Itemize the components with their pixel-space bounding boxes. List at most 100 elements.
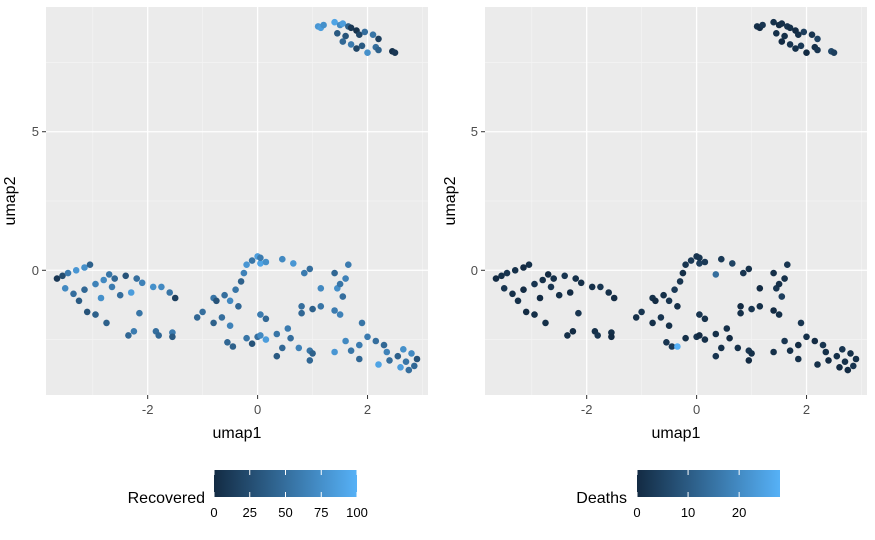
data-point (696, 254, 703, 262)
data-point (397, 364, 404, 371)
data-point (199, 308, 206, 316)
data-point (309, 305, 316, 313)
data-point (800, 28, 808, 36)
data-point (786, 41, 794, 48)
x-axis-title: umap1 (652, 425, 701, 442)
data-point (122, 272, 129, 280)
data-point (262, 258, 270, 266)
data-point (257, 254, 264, 262)
data-point (839, 346, 846, 353)
data-point (408, 350, 415, 357)
legend-ticks: 0 10 20 (633, 470, 746, 520)
data-point (136, 309, 143, 317)
data-point (61, 285, 69, 292)
data-point (342, 337, 349, 345)
data-point (539, 276, 546, 284)
data-point (92, 311, 99, 318)
data-point (808, 31, 816, 38)
data-point (127, 289, 135, 296)
data-point (402, 358, 410, 366)
data-point (53, 275, 61, 282)
legend-tick-label: 25 (243, 505, 257, 520)
data-point (696, 260, 703, 267)
data-point (531, 311, 538, 318)
data-point (561, 272, 568, 280)
data-point (103, 319, 110, 327)
data-point (339, 38, 347, 45)
data-point (511, 267, 519, 274)
data-point (597, 283, 604, 291)
data-point (544, 271, 552, 278)
data-point (525, 261, 533, 269)
data-point (572, 275, 579, 282)
data-point (279, 255, 286, 263)
data-point (759, 21, 766, 29)
data-point (781, 32, 788, 40)
data-point (257, 311, 264, 318)
data-point (500, 285, 508, 292)
data-point (380, 341, 388, 349)
data-point (237, 278, 245, 285)
data-point (712, 330, 720, 338)
legend-ticks: 0 25 50 75 100 (210, 470, 368, 520)
data-point (375, 46, 382, 54)
data-point (345, 261, 352, 269)
legend-tick-label: 0 (210, 505, 217, 520)
data-point (59, 272, 66, 280)
data-point (588, 283, 596, 291)
data-point (111, 275, 118, 282)
data-point (342, 32, 349, 40)
legend-title: Deaths (576, 490, 627, 507)
data-point (317, 303, 325, 310)
data-point (696, 311, 703, 318)
data-point (138, 279, 146, 287)
data-point (792, 45, 799, 52)
data-point (847, 350, 854, 357)
data-point (383, 348, 391, 356)
data-point (718, 255, 725, 263)
data-point (770, 307, 777, 314)
data-point (166, 289, 173, 296)
data-point (287, 334, 294, 342)
x-tick-label: -2 (581, 402, 593, 417)
data-point (712, 352, 720, 360)
data-point (372, 337, 380, 345)
data-point (130, 328, 138, 335)
data-point (575, 309, 582, 317)
data-point (729, 260, 736, 267)
legend-tick-label: 100 (346, 505, 368, 520)
data-point (100, 276, 107, 284)
data-point (850, 362, 857, 370)
axis-ticks: -2 0 2 0 5 (471, 124, 810, 417)
data-point (778, 38, 786, 45)
data-point (232, 286, 239, 294)
data-point (306, 357, 314, 364)
data-point (309, 350, 316, 357)
legend-tick-label: 75 (314, 505, 328, 520)
data-point (778, 20, 786, 27)
data-point (125, 332, 132, 339)
data-point (555, 291, 563, 299)
data-point (336, 311, 344, 318)
data-point (218, 314, 226, 321)
data-point (75, 297, 83, 305)
data-point (108, 283, 116, 291)
data-point (795, 31, 802, 38)
data-point (701, 336, 709, 343)
data-point (81, 264, 88, 271)
data-point (364, 49, 371, 56)
data-point (339, 20, 347, 27)
data-point (213, 297, 220, 305)
data-point (781, 337, 788, 345)
data-point (301, 269, 308, 277)
data-point (770, 348, 777, 356)
data-point (83, 308, 91, 316)
data-point (723, 325, 731, 332)
data-point (682, 261, 689, 269)
data-point (273, 330, 281, 338)
data-point (594, 332, 601, 339)
data-point (665, 322, 673, 330)
data-point (745, 265, 753, 273)
data-point (116, 291, 124, 299)
